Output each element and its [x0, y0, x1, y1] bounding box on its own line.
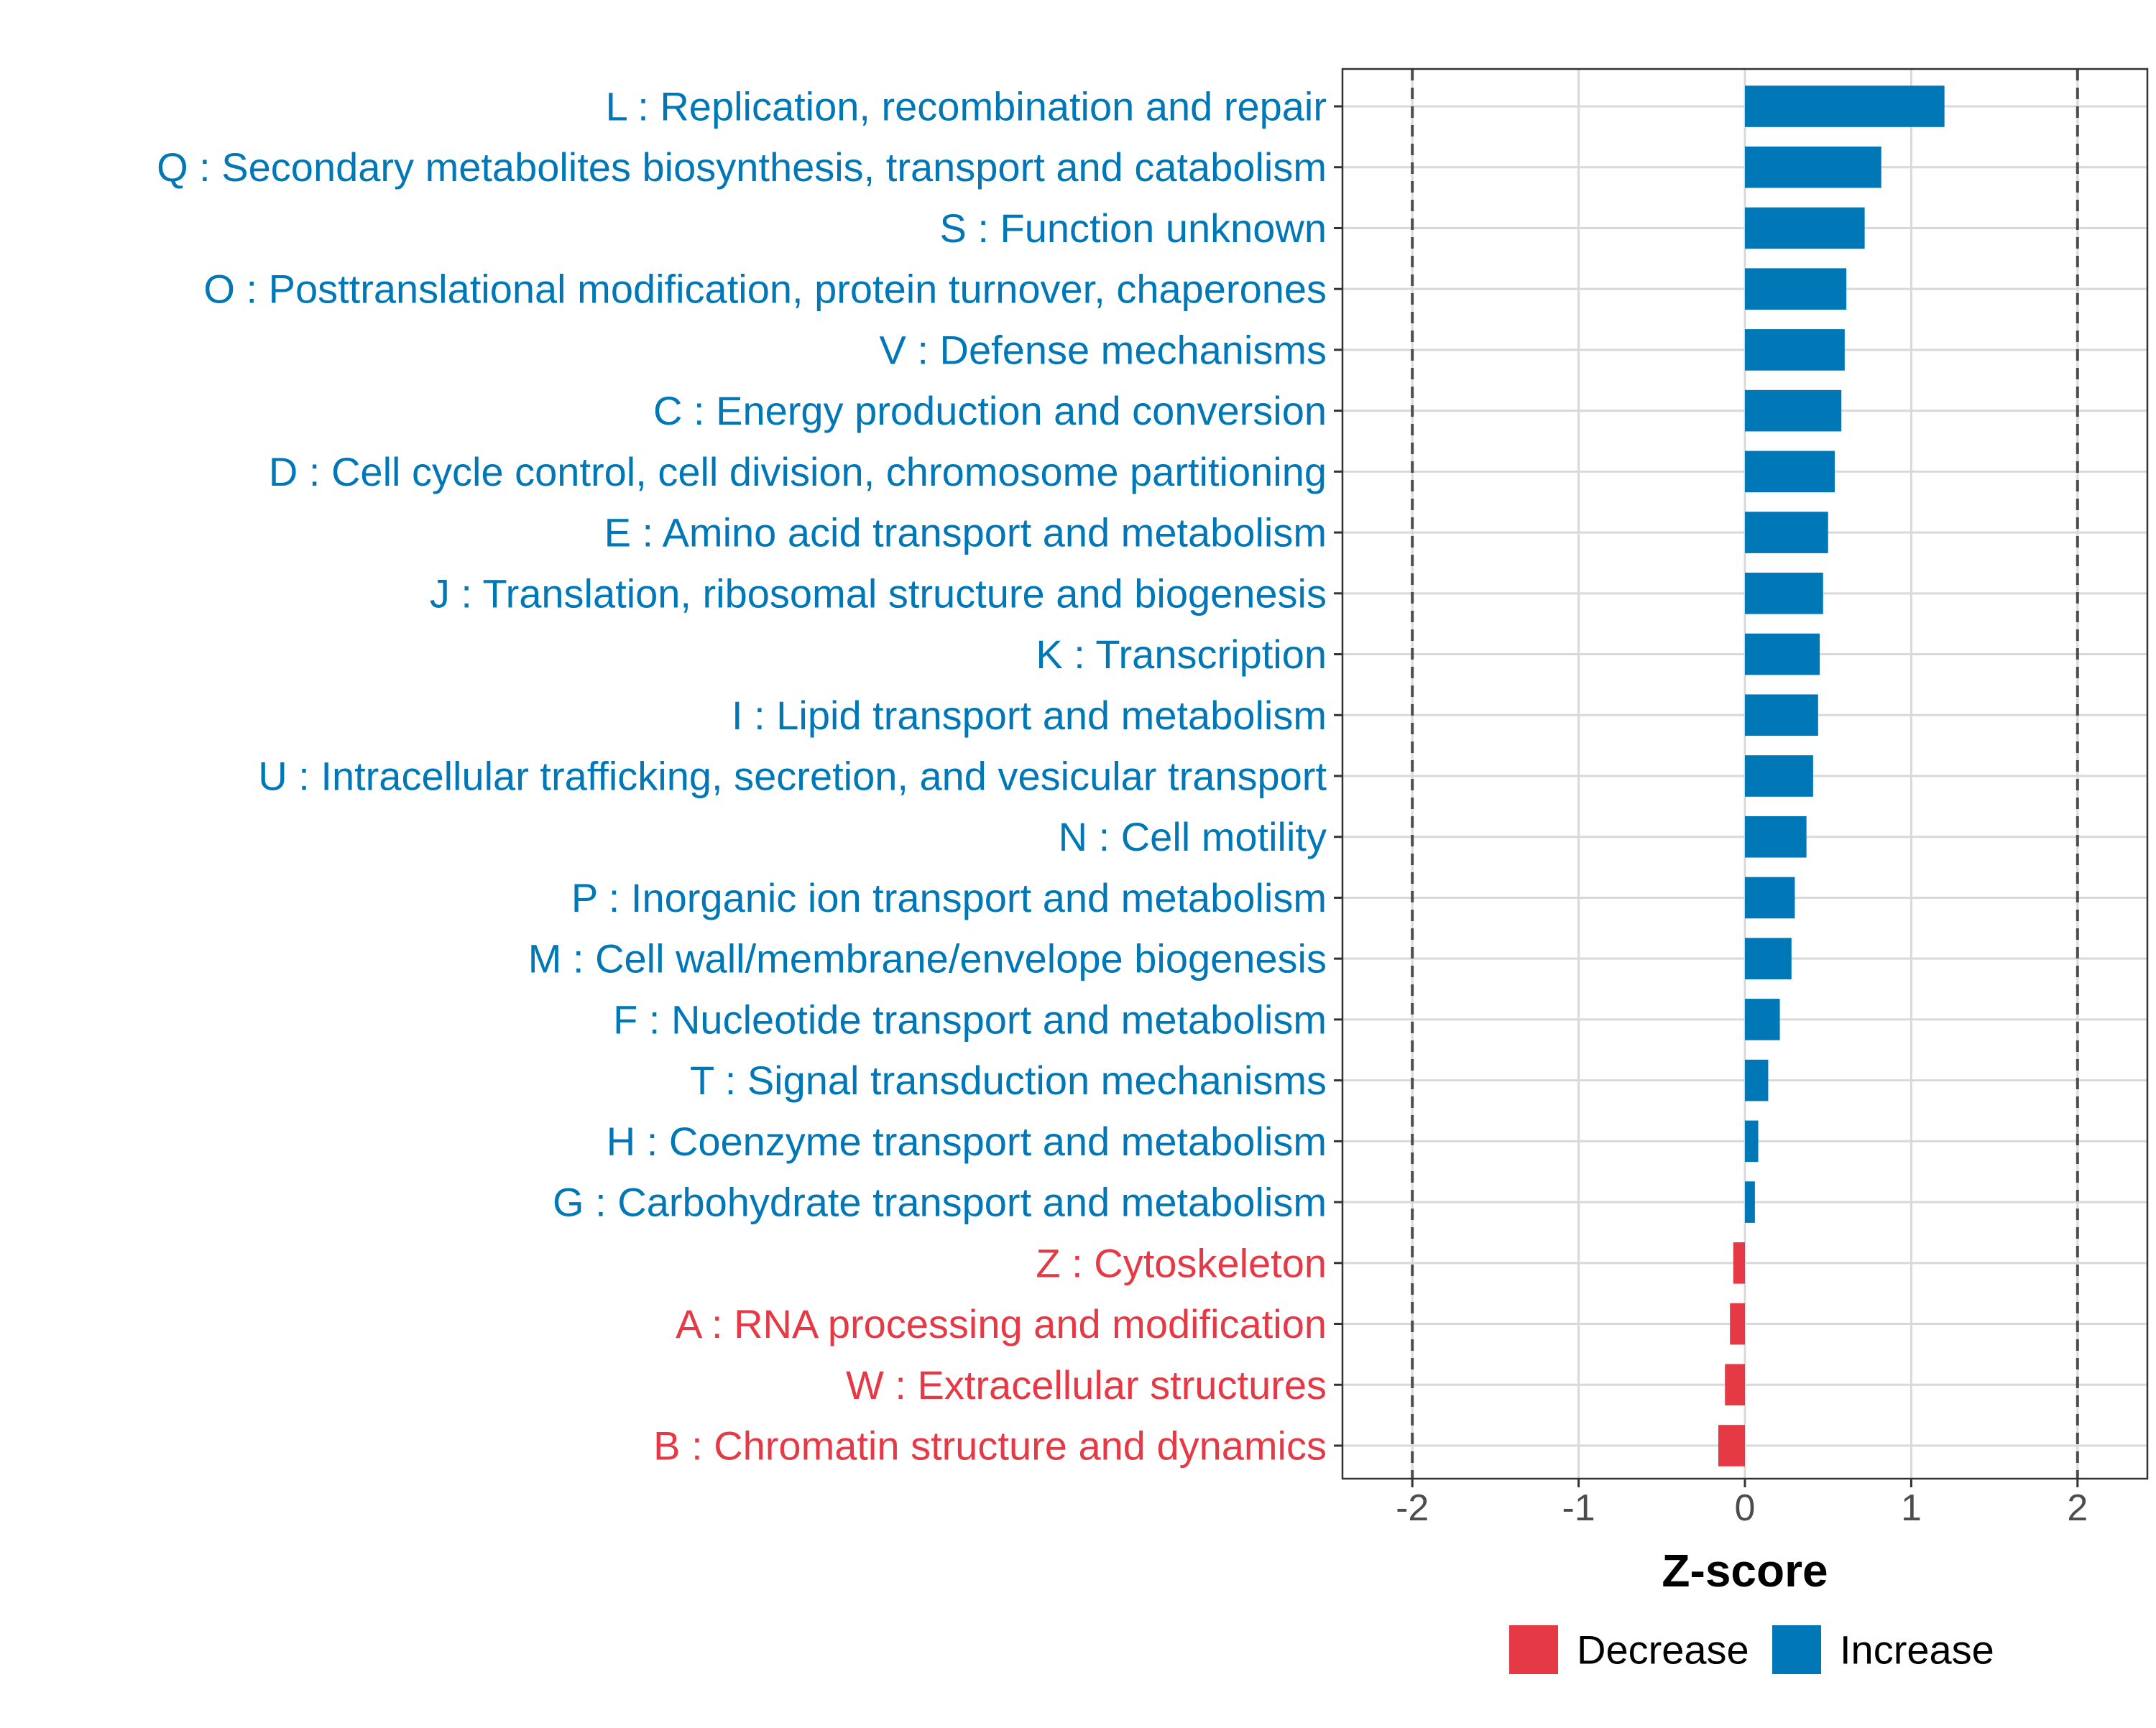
x-tick-label: 2 [2067, 1487, 2088, 1529]
y-axis-ticks [1334, 105, 1342, 1447]
bar [1745, 329, 1845, 371]
category-label: J : Translation, ribosomal structure and… [430, 570, 1327, 616]
category-label: G : Carbohydrate transport and metabolis… [553, 1180, 1327, 1225]
x-tick-label: -2 [1396, 1487, 1429, 1529]
x-tick-label: 1 [1901, 1487, 1922, 1529]
legend: Decrease Increase [1509, 1625, 1994, 1674]
bar [1745, 1120, 1759, 1163]
category-label: T : Signal transduction mechanisms [690, 1058, 1327, 1103]
category-label: Q : Secondary metabolites biosynthesis, … [157, 144, 1327, 190]
category-label: H : Coenzyme transport and metabolism [607, 1119, 1327, 1164]
bar [1745, 1059, 1769, 1101]
bar [1730, 1303, 1745, 1345]
category-label: M : Cell wall/membrane/envelope biogenes… [528, 936, 1327, 981]
category-label: N : Cell motility [1059, 814, 1327, 859]
category-label: D : Cell cycle control, cell division, c… [269, 449, 1327, 494]
x-axis-title: Z-score [1662, 1545, 1828, 1597]
bar [1733, 1242, 1745, 1284]
bar [1745, 573, 1823, 614]
legend-swatch-decrease [1509, 1625, 1558, 1674]
category-label: K : Transcription [1036, 632, 1327, 677]
y-axis-labels: L : Replication, recombination and repai… [157, 84, 1327, 1469]
bar [1745, 146, 1881, 188]
bar [1745, 451, 1835, 493]
x-tick-label: -1 [1562, 1487, 1595, 1529]
legend-swatch-increase [1772, 1625, 1821, 1674]
category-label: B : Chromatin structure and dynamics [653, 1423, 1327, 1469]
legend-label-increase: Increase [1840, 1627, 1994, 1673]
category-label: V : Defense mechanisms [880, 327, 1327, 372]
reference-lines [1411, 69, 2079, 1479]
bar [1745, 389, 1842, 432]
category-label: W : Extracellular structures [846, 1362, 1327, 1408]
category-label: C : Energy production and conversion [653, 388, 1327, 433]
bar [1745, 877, 1795, 919]
x-axis-ticks [1411, 1479, 2079, 1487]
bar [1745, 755, 1813, 797]
bars [1718, 86, 1945, 1466]
bar [1745, 207, 1865, 249]
bar [1725, 1364, 1745, 1406]
category-label: F : Nucleotide transport and metabolism [613, 997, 1327, 1042]
category-label: E : Amino acid transport and metabolism [604, 510, 1327, 555]
bar [1745, 1181, 1755, 1223]
bar [1745, 86, 1945, 127]
category-label: L : Replication, recombination and repai… [606, 84, 1327, 129]
legend-label-decrease: Decrease [1577, 1627, 1749, 1673]
bar [1745, 999, 1780, 1040]
x-axis-labels: -2 -1 0 1 2 [1396, 1487, 2088, 1529]
category-label: A : RNA processing and modification [676, 1301, 1327, 1346]
bar [1745, 694, 1818, 736]
category-label: U : Intracellular trafficking, secretion… [258, 754, 1327, 799]
bar [1745, 633, 1820, 675]
category-label: S : Function unknown [939, 205, 1327, 251]
bar [1745, 938, 1792, 979]
x-tick-label: 0 [1735, 1487, 1756, 1529]
bar [1745, 816, 1807, 858]
bar [1745, 268, 1847, 310]
category-label: I : Lipid transport and metabolism [732, 693, 1327, 738]
category-label: P : Inorganic ion transport and metaboli… [571, 875, 1327, 920]
category-label: O : Posttranslational modification, prot… [203, 267, 1327, 312]
bar [1718, 1425, 1745, 1466]
bar [1745, 512, 1828, 553]
category-label: Z : Cytoskeleton [1036, 1240, 1327, 1285]
